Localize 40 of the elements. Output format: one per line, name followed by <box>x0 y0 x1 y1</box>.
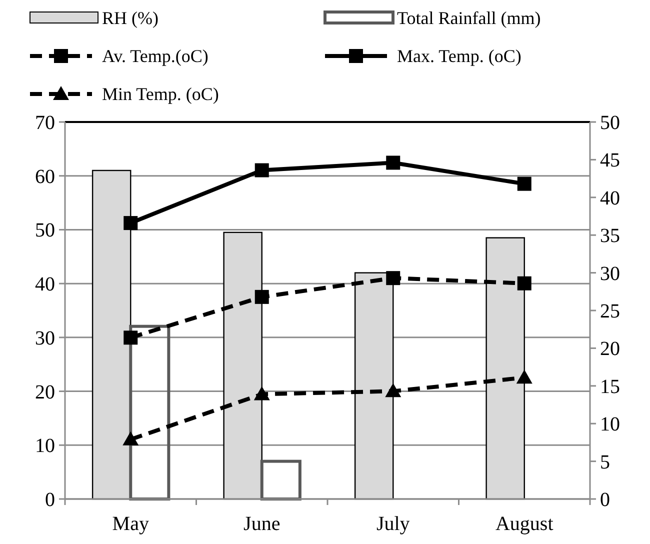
legend-label: Total Rainfall (mm) <box>397 8 541 28</box>
y2-tick-label: 30 <box>600 262 620 285</box>
legend-label: Min Temp. (oC) <box>102 84 219 104</box>
point <box>254 163 269 178</box>
legend-label: Av. Temp.(oC) <box>102 46 208 66</box>
point <box>124 216 138 230</box>
legend-label: RH (%) <box>102 8 158 28</box>
y-tick-label: 70 <box>35 112 55 134</box>
y2-tick-label: 35 <box>600 225 620 248</box>
y2-tick-label: 50 <box>600 112 620 134</box>
y2-tick-label: 45 <box>600 150 620 172</box>
point <box>254 386 270 400</box>
legend-label: Max. Temp. (oC) <box>397 46 522 66</box>
point <box>386 271 400 286</box>
point <box>254 290 269 304</box>
y-tick-label: 30 <box>35 327 55 350</box>
point <box>386 156 400 170</box>
point <box>385 383 402 398</box>
x-tick-label: June <box>244 513 280 535</box>
y2-tick-label: 0 <box>600 489 610 511</box>
y-tick-label: 10 <box>35 435 55 458</box>
y2-tick-label: 15 <box>600 376 620 398</box>
point <box>122 431 139 446</box>
point <box>517 176 532 191</box>
y-tick-label: 0 <box>45 489 55 511</box>
x-tick-label: July <box>376 513 410 535</box>
y2-tick-label: 20 <box>600 338 620 360</box>
x-tick-label: May <box>112 513 149 535</box>
y2-tick-label: 25 <box>600 300 620 322</box>
y2-tick-label: 10 <box>600 414 620 436</box>
y-tick-label: 20 <box>35 381 55 404</box>
point <box>124 330 138 345</box>
y2-tick-label: 5 <box>600 451 610 474</box>
y2-tick-label: 40 <box>600 187 620 210</box>
point <box>516 370 532 384</box>
y-tick-label: 40 <box>35 274 55 296</box>
x-tick-label: August <box>495 513 554 535</box>
point <box>517 276 532 290</box>
y-tick-label: 60 <box>35 166 55 188</box>
y-tick-label: 50 <box>35 220 55 242</box>
